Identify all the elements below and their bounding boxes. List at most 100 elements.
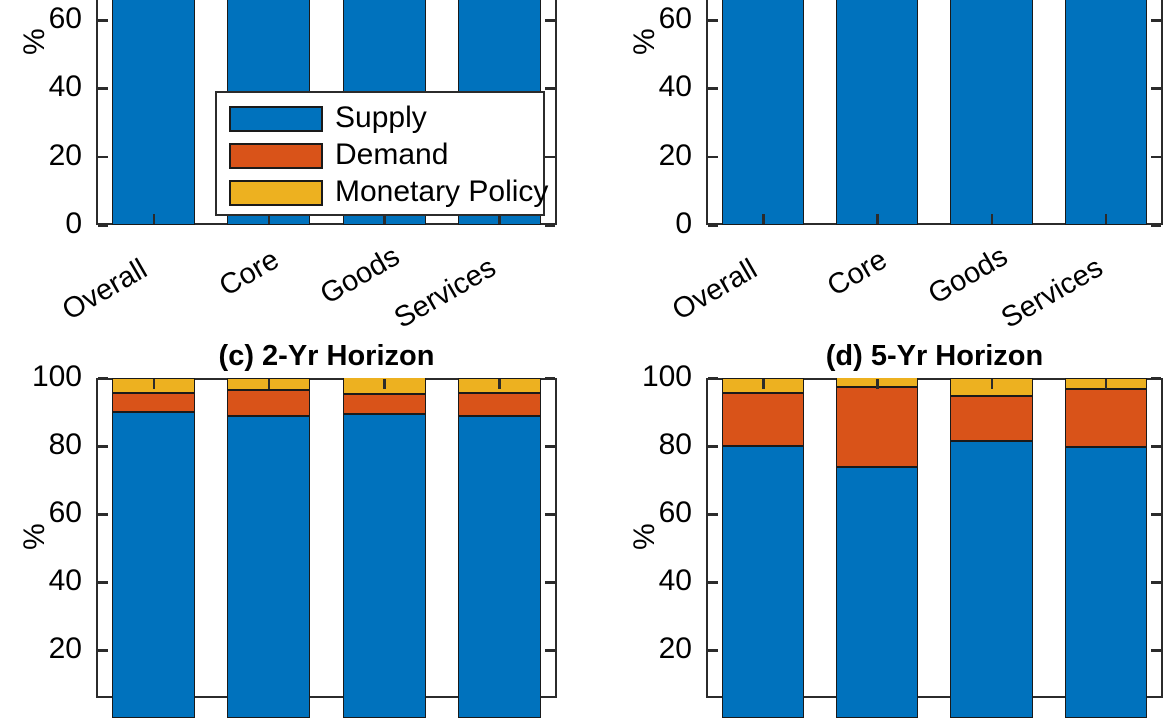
x-axis-tick-mark bbox=[990, 214, 994, 224]
y-axis-tick-mark-right bbox=[545, 224, 555, 227]
x-axis-tick-mark bbox=[876, 214, 879, 224]
legend-item: Monetary Policy bbox=[229, 175, 548, 208]
y-axis-tick-mark bbox=[708, 87, 718, 90]
y-axis-tick-mark bbox=[98, 649, 108, 652]
y-axis-tick-mark-right bbox=[545, 19, 555, 22]
chart-panel-b: 0 20 40 60% Overall Core Goods Services bbox=[628, 0, 1163, 335]
y-axis-tick-mark bbox=[708, 581, 718, 584]
y-axis-tick-label: 40 bbox=[658, 70, 692, 104]
y-axis-tick-mark bbox=[708, 377, 718, 380]
y-axis-tick-mark bbox=[98, 224, 108, 227]
y-axis-tick-mark bbox=[98, 513, 108, 516]
bar-segment-supply bbox=[836, 467, 919, 718]
legend-label: Demand bbox=[335, 138, 449, 171]
figure-canvas: 0 20 40 60% Overall Core Goods Services 0 20 40 60%… bbox=[18, 0, 1163, 718]
y-axis-tick-mark bbox=[708, 513, 718, 516]
bar-segment-supply bbox=[950, 440, 1033, 718]
y-axis-tick-label: 20 bbox=[48, 632, 82, 665]
y-axis-tick-mark bbox=[708, 649, 718, 652]
y-axis-tick-mark-right bbox=[1151, 19, 1161, 22]
y-axis-tick-mark bbox=[708, 19, 718, 22]
y-axis-tick-label: 60 bbox=[48, 496, 82, 529]
y-axis-tick-label: 20 bbox=[658, 632, 692, 665]
x-axis-tick-mark-top bbox=[990, 379, 994, 389]
y-axis-tick-mark-right bbox=[1151, 377, 1161, 380]
legend-label: Supply bbox=[335, 101, 427, 134]
chart-panel-d: 20 40 60 80 100% (d) 5-Yr Horizon bbox=[628, 340, 1163, 718]
y-axis-tick-mark-right bbox=[1151, 155, 1161, 159]
legend-swatch-supply bbox=[229, 106, 323, 132]
y-axis-tick-mark-right bbox=[545, 513, 555, 516]
bar-segment-supply bbox=[112, 0, 196, 225]
y-axis-tick-label: 20 bbox=[658, 138, 692, 172]
x-axis-tick-mark-top bbox=[1104, 379, 1108, 389]
x-axis-tick-mark-top bbox=[383, 379, 386, 389]
y-axis-tick-label: 60 bbox=[658, 2, 692, 35]
legend-swatch-demand bbox=[229, 143, 323, 169]
x-axis-tick-mark-top bbox=[267, 379, 271, 389]
y-axis-tick-label: 40 bbox=[658, 564, 692, 597]
x-axis-tick-mark-top bbox=[498, 379, 501, 389]
bar-segment-demand bbox=[342, 393, 426, 415]
bar-segment-supply bbox=[950, 0, 1033, 225]
legend: Supply Demand Monetary Policy bbox=[215, 91, 548, 216]
y-axis-tick-mark bbox=[98, 581, 108, 584]
panel-title: (d) 5-Yr Horizon bbox=[825, 340, 1044, 372]
bar-segment-supply bbox=[1064, 0, 1147, 225]
y-axis-tick-mark-right bbox=[1151, 87, 1161, 90]
y-axis-tick-mark-right bbox=[545, 581, 555, 584]
y-axis-tick-label: 60 bbox=[48, 2, 82, 35]
legend-item: Demand bbox=[229, 138, 539, 171]
y-axis-tick-label: 100 bbox=[641, 360, 692, 393]
y-axis-tick-mark-right bbox=[1151, 513, 1161, 516]
y-axis-tick-mark-right bbox=[545, 445, 555, 448]
x-axis-tick-mark bbox=[498, 214, 501, 224]
x-axis-tick-mark bbox=[1104, 214, 1108, 224]
y-axis-tick-mark bbox=[98, 155, 108, 159]
x-axis-tick-mark bbox=[762, 214, 765, 224]
x-axis-tick-mark-top bbox=[876, 379, 879, 389]
y-axis-label: % bbox=[628, 523, 661, 550]
x-axis-tick-mark-top bbox=[762, 379, 765, 389]
y-axis-tick-mark-right bbox=[545, 155, 555, 159]
y-axis-tick-mark-right bbox=[545, 377, 555, 380]
bar-segment-demand bbox=[227, 389, 311, 417]
y-axis-tick-label: 80 bbox=[658, 428, 692, 461]
y-axis-tick-mark bbox=[708, 445, 718, 448]
y-axis-tick-mark bbox=[98, 19, 108, 22]
panel-title: (c) 2-Yr Horizon bbox=[218, 340, 435, 372]
y-axis-tick-label: 80 bbox=[48, 428, 82, 461]
y-axis-tick-mark bbox=[98, 87, 108, 90]
y-axis-tick-mark-right bbox=[1151, 445, 1161, 448]
y-axis-tick-label: 40 bbox=[48, 70, 82, 104]
legend-swatch-monetary-policy bbox=[229, 180, 323, 206]
y-axis-tick-label: 20 bbox=[48, 138, 82, 172]
y-axis-tick-mark bbox=[708, 224, 718, 227]
bar-segment-demand bbox=[836, 387, 919, 468]
y-axis-tick-label: 0 bbox=[65, 207, 82, 240]
y-axis-tick-mark bbox=[98, 445, 108, 448]
y-axis-tick-label: 100 bbox=[31, 360, 82, 393]
y-axis-tick-mark bbox=[98, 377, 108, 380]
y-axis-tick-mark-right bbox=[545, 649, 555, 652]
bar-segment-supply bbox=[721, 0, 805, 225]
bar-segment-demand bbox=[721, 393, 805, 446]
y-axis-tick-mark bbox=[708, 155, 718, 159]
x-axis-tick-mark bbox=[267, 214, 271, 224]
bar-segment-demand bbox=[112, 393, 196, 412]
y-axis-tick-mark-right bbox=[545, 87, 555, 90]
x-axis-tick-mark bbox=[152, 214, 156, 224]
bar-segment-supply bbox=[721, 445, 805, 718]
y-axis-tick-label: 0 bbox=[675, 207, 692, 240]
bar-segment-supply bbox=[1064, 446, 1147, 718]
bar-segment-demand bbox=[457, 392, 541, 417]
bar-segment-demand bbox=[950, 396, 1033, 441]
x-axis-tick-mark-top bbox=[152, 379, 156, 389]
legend-label: Monetary Policy bbox=[335, 175, 549, 208]
y-axis-tick-mark-right bbox=[1151, 581, 1161, 584]
y-axis-tick-mark-right bbox=[1151, 649, 1161, 652]
x-axis-tick-mark bbox=[383, 214, 386, 224]
bar-segment-supply bbox=[836, 0, 919, 225]
legend-item: Supply bbox=[229, 101, 539, 134]
y-axis-tick-label: 60 bbox=[658, 496, 692, 529]
